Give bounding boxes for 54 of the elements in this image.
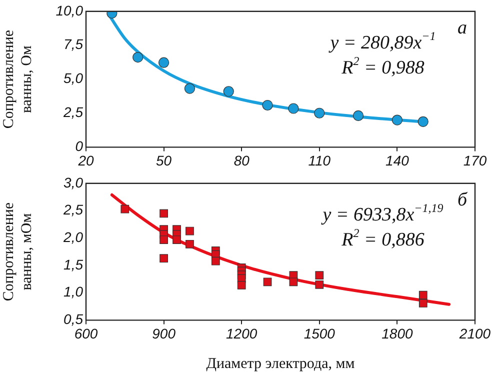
x-tick-label: 1200 <box>226 325 258 342</box>
x-tick-label: 110 <box>308 152 331 168</box>
line-series <box>110 193 451 306</box>
x-tick-label: 50 <box>156 152 172 168</box>
point <box>288 103 299 114</box>
x-tick-label: 170 <box>463 152 487 168</box>
x-tick-label: 20 <box>77 152 94 168</box>
point <box>160 254 168 263</box>
point <box>132 52 144 63</box>
y-tick-label: 1,5 <box>64 256 84 272</box>
point <box>172 236 181 244</box>
y-tick-label: 2,5 <box>62 202 84 218</box>
x-tick-label: 600 <box>74 325 98 342</box>
point <box>418 116 428 127</box>
y-tick-label: 10,0 <box>56 2 84 18</box>
y-tick-label: 0,5 <box>64 311 84 328</box>
y-tick-label: 0 <box>75 138 84 154</box>
point <box>184 83 196 94</box>
y-tick-label: 1,0 <box>64 284 84 300</box>
point <box>120 204 130 214</box>
point <box>418 290 428 300</box>
y-tick-label: 7,5 <box>64 36 84 52</box>
point <box>392 114 402 126</box>
point <box>237 280 246 290</box>
point <box>353 110 364 121</box>
point <box>160 209 168 218</box>
x-tick-label: 140 <box>386 152 410 168</box>
x-tick-label: 1800 <box>382 325 413 342</box>
annotation: а <box>458 17 467 38</box>
x-tick-label: 2100 <box>458 325 491 342</box>
x-axis-title: Диаметр электрода, мм <box>206 356 356 372</box>
point <box>418 299 428 308</box>
y-axis-title: Сопротивление ванны, мОм <box>0 202 35 302</box>
x-tick-label: 900 <box>152 325 176 342</box>
x-tick-label: 80 <box>234 152 250 168</box>
point <box>160 236 168 244</box>
point <box>315 280 324 289</box>
point <box>223 86 234 97</box>
point <box>186 226 194 236</box>
point <box>186 240 194 248</box>
y-tick-label: 2,5 <box>62 104 84 120</box>
point <box>315 271 324 280</box>
point <box>314 108 325 118</box>
y-tick-label: 3,0 <box>64 174 84 190</box>
point <box>289 278 298 286</box>
x-tick-label: 1500 <box>304 325 336 342</box>
annotation: б <box>457 189 468 210</box>
y-axis-title: Сопротивление ванны, Ом <box>0 30 35 129</box>
y-tick-label: 5,0 <box>64 70 84 86</box>
y-tick-label: 2,0 <box>62 229 84 246</box>
point <box>158 57 170 68</box>
point <box>263 278 272 286</box>
point <box>262 100 273 111</box>
point <box>211 256 220 266</box>
